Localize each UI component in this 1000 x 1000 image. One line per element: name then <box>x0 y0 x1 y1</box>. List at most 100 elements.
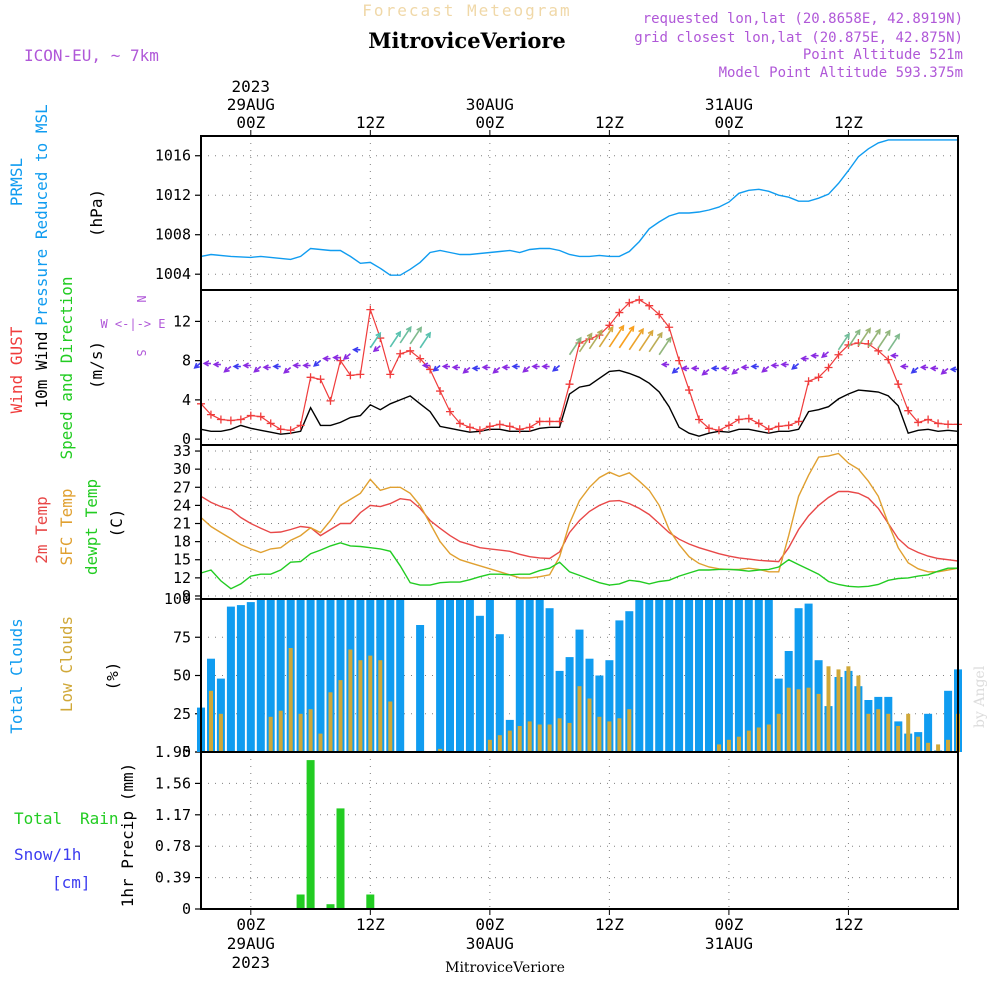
low-cloud-bar <box>278 710 283 752</box>
total-cloud-bar <box>705 599 713 752</box>
rain-bar <box>366 894 375 909</box>
wind-direction-arrowhead <box>322 355 329 362</box>
total-cloud-bar <box>266 599 275 752</box>
wind-direction-arrowhead <box>302 362 309 369</box>
wind-direction-arrow <box>847 329 861 348</box>
low-cloud-bar <box>388 701 393 752</box>
total-cloud-bar <box>555 670 564 752</box>
watermark: by Angel <box>972 665 988 728</box>
gust-marker <box>635 295 644 304</box>
wind-direction-arrow <box>658 337 672 356</box>
low-cloud-bar <box>557 718 562 752</box>
low-cloud-bar <box>597 716 602 752</box>
wind-direction-arrowhead <box>586 332 593 339</box>
gust-marker <box>744 414 753 423</box>
wind-direction-arrow <box>419 332 431 349</box>
low-cloud-bar <box>886 713 891 753</box>
wind-direction-arrow <box>399 326 412 344</box>
total-cloud-bar <box>316 599 325 752</box>
total-cloud-bar <box>236 605 245 752</box>
gust-marker <box>226 416 235 425</box>
chart-subtitle: Forecast Meteogram <box>362 1 571 20</box>
gust-marker <box>714 426 723 435</box>
gust-marker <box>675 356 684 365</box>
day-label: 31AUG <box>705 934 753 953</box>
wind-direction-arrowhead <box>875 328 881 335</box>
wind-direction-arrowhead <box>810 352 817 359</box>
gust-marker <box>804 377 813 386</box>
wind-direction-arrowhead <box>889 352 897 359</box>
low-cloud-bar <box>318 733 323 752</box>
wind-direction-arrowhead <box>223 366 230 373</box>
gust-marker <box>296 421 305 430</box>
total-cloud-bar <box>625 611 634 752</box>
wind-direction-arrow <box>837 333 850 351</box>
low-cloud-bar <box>926 742 931 752</box>
low-cloud-bar <box>368 655 373 752</box>
gust-marker <box>416 354 425 363</box>
wind-direction-arrowhead <box>929 365 937 372</box>
total-cloud-bar <box>326 599 335 752</box>
compass-west-east: W <-|-> E <box>100 317 165 331</box>
gust-marker <box>326 396 335 405</box>
low-cloud-bar <box>587 698 592 752</box>
y-tick-label: 75 <box>173 628 191 646</box>
time-tick-label: 00Z <box>475 915 504 934</box>
wind-direction-arrowhead <box>541 363 548 370</box>
y-tick-label: 12 <box>173 569 191 587</box>
model-label: ICON-EU, ~ 7km <box>24 46 159 65</box>
footer-station: MitroviceVeriore <box>445 960 565 976</box>
compass-north: N <box>134 295 148 302</box>
wind-direction-arrow <box>887 334 900 352</box>
y-tick-label: 1008 <box>155 226 191 244</box>
gust-marker <box>655 310 664 319</box>
total-cloud-bar <box>615 620 624 752</box>
total-cloud-bar <box>724 599 733 752</box>
wind-direction-arrowhead <box>647 329 654 337</box>
y-tick-label: 9 <box>182 587 191 605</box>
gust-marker <box>465 423 474 432</box>
panel-frame <box>200 751 959 910</box>
gust-marker <box>286 426 295 435</box>
gust-marker <box>615 308 624 317</box>
wind-direction-arrowhead <box>432 365 439 372</box>
wind-direction-arrowhead <box>671 367 678 374</box>
low-cloud-bar <box>268 716 273 752</box>
total-cloud-bar <box>665 599 674 752</box>
low-cloud-bar <box>209 690 213 752</box>
wind-direction-arrowhead <box>292 362 299 369</box>
label-layer: 1004100810121016048129121518212427303302… <box>7 77 863 972</box>
wind-direction-arrowhead <box>471 365 479 372</box>
wind-direction-arrowhead <box>791 363 798 370</box>
wind-direction-arrow <box>628 328 644 351</box>
day-label: 29AUG <box>227 934 275 953</box>
y-tick-label: 100 <box>164 590 191 608</box>
wind-direction-arrowhead <box>865 327 872 334</box>
total-cloud-bar <box>446 599 454 752</box>
wind-direction-arrowhead <box>618 324 625 331</box>
wind-direction-arrow <box>638 330 654 352</box>
low-cloud-bar <box>607 721 612 752</box>
time-tick-label: 12Z <box>595 113 624 132</box>
wind-direction-arrowhead <box>416 326 423 333</box>
wind-direction-arrowhead <box>899 363 907 370</box>
wind-direction-arrowhead <box>212 361 220 368</box>
total-cloud-bar <box>545 608 554 752</box>
wind-direction-arrowhead <box>451 364 459 371</box>
closest-coordinates: grid closest lon,lat (20.875E, 42.875N) <box>634 30 963 46</box>
wind-direction-label: Speed and Direction <box>57 276 76 459</box>
wind-direction-arrowhead <box>551 365 559 372</box>
grid-layer <box>195 136 958 910</box>
total-cloud-bar <box>525 599 534 752</box>
total-cloud-bar <box>306 599 315 752</box>
wind-direction-arrowhead <box>395 330 402 338</box>
gust-marker <box>386 370 395 379</box>
low-cloud-bar <box>507 730 512 752</box>
total-cloud-bar <box>296 599 305 752</box>
total-cloud-bar <box>645 599 654 752</box>
low-cloud-bar <box>756 727 761 752</box>
gust-marker <box>346 371 355 380</box>
wind-direction-arrow <box>618 326 635 349</box>
wind-direction-arrow <box>608 325 625 348</box>
precip-unit: 1hr Precip (mm) <box>118 763 137 908</box>
